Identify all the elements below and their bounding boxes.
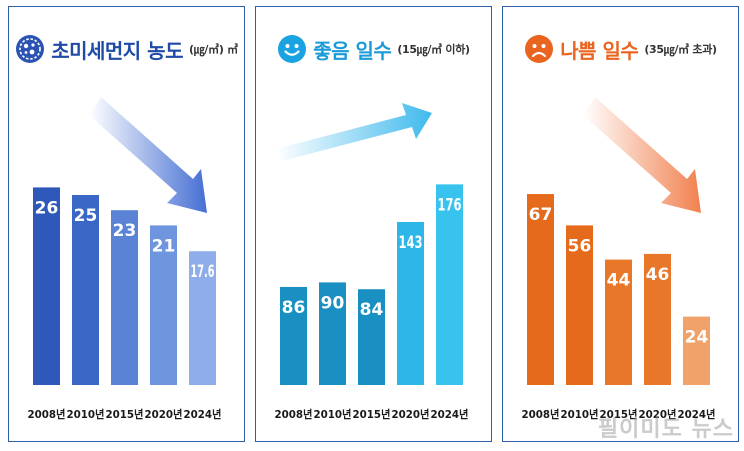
x-tick-label: 2008년	[28, 407, 66, 421]
x-tick-label: 2010년	[314, 407, 352, 421]
bar	[319, 282, 346, 385]
x-tick-label: 2020년	[639, 407, 677, 421]
x-tick-label: 2015년	[353, 407, 391, 421]
x-tick-label: 2020년	[392, 407, 430, 421]
bar-value-label: 21	[152, 236, 176, 256]
panel-header: 초미세먼지 농도 (㎍/㎥) ㎥	[9, 29, 244, 69]
bar-value-label: 84	[360, 300, 384, 320]
chart-title: 초미세먼지 농도	[51, 38, 183, 63]
bar-value-label: 25	[74, 206, 98, 226]
panel-bad-days: 나쁨 일수 (35㎍/㎥ 초과) 67 2008년 56 2010년 44 2015년 46…	[502, 6, 739, 442]
trend-arrow-down-icon	[583, 97, 701, 213]
chart-title: 좋음 일수	[313, 38, 392, 63]
trend-arrow-up-icon	[276, 103, 432, 161]
bar-value-label: 26	[35, 198, 59, 218]
x-tick-label: 2010년	[67, 407, 105, 421]
bar	[72, 195, 99, 385]
x-tick-label: 2008년	[275, 407, 313, 421]
bar-value-label: 143	[399, 233, 423, 253]
x-tick-label: 2020년	[145, 407, 183, 421]
bar	[280, 286, 307, 385]
bar	[397, 221, 424, 385]
bar-value-label: 17.6	[191, 262, 215, 282]
bar-value-label: 67	[529, 205, 553, 225]
x-tick-label: 2010년	[561, 407, 599, 421]
bar-value-label: 56	[568, 236, 592, 256]
bar	[566, 225, 593, 385]
bar-value-label: 86	[282, 298, 306, 318]
x-tick-label: 2024년	[678, 407, 716, 421]
frown-face-icon	[525, 35, 554, 63]
bar	[358, 289, 385, 385]
bar	[111, 210, 138, 385]
bar-value-label: 23	[113, 221, 137, 241]
x-tick-label: 2015년	[106, 407, 144, 421]
x-tick-label: 2024년	[431, 407, 469, 421]
panel-fine-dust: 초미세먼지 농도 (㎍/㎥) ㎥ 26 2008년 25 2010년 23 2015년 21…	[8, 6, 245, 442]
bar	[683, 316, 710, 385]
watermark: 필이미도 뉴스	[597, 417, 734, 442]
bar	[150, 225, 177, 385]
x-tick-label: 2008년	[522, 407, 560, 421]
bar-value-label: 90	[321, 293, 345, 313]
chart-unit: (35㎍/㎥ 초과)	[644, 43, 717, 56]
chart-unit: (15㎍/㎥ 이하)	[397, 43, 470, 56]
panel-header: 나쁨 일수 (35㎍/㎥ 초과)	[503, 29, 738, 69]
chart-unit: (㎍/㎥) ㎥	[188, 43, 238, 56]
chart-title: 나쁨 일수	[560, 38, 639, 63]
panel-header: 좋음 일수 (15㎍/㎥ 이하)	[256, 29, 491, 69]
bar-value-label: 46	[646, 265, 670, 285]
smiley-face-icon	[278, 35, 307, 63]
bar	[527, 194, 554, 385]
bar-value-label: 44	[607, 271, 631, 291]
panel-good-days: 좋음 일수 (15㎍/㎥ 이하) 86 2008년 90 2010년 84 2015년 14…	[255, 6, 492, 442]
bar	[189, 251, 216, 385]
chart-plot-fine-dust: 26 2008년 25 2010년 23 2015년 21 2020년 17.6 2024년	[28, 97, 222, 421]
bar	[436, 184, 463, 385]
bar	[644, 253, 671, 385]
bar-value-label: 24	[685, 328, 709, 348]
chart-plot-good-days: 86 2008년 90 2010년 84 2015년 143 2020년 176 2024년	[275, 103, 469, 421]
chart-plot-bad-days: 67 2008년 56 2010년 44 2015년 46 2020년 24 2024년	[522, 97, 716, 421]
bar-value-label: 176	[438, 195, 462, 215]
bar	[33, 187, 60, 385]
x-tick-label: 2015년	[600, 407, 638, 421]
x-tick-label: 2024년	[184, 407, 222, 421]
dust-particle-icon	[16, 35, 45, 63]
bar	[605, 259, 632, 385]
trend-arrow-down-icon	[89, 97, 207, 213]
